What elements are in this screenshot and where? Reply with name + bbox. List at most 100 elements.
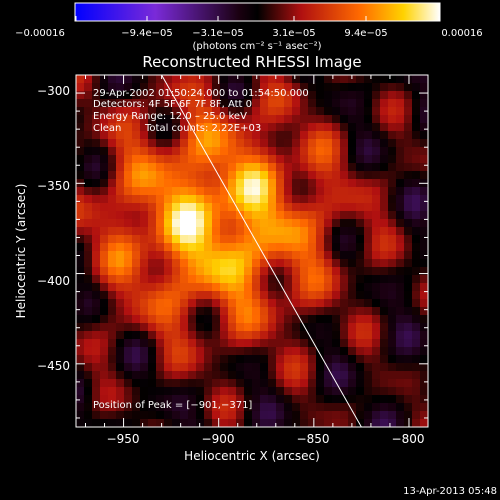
heatmap-cell xyxy=(108,307,117,316)
heatmap-cell xyxy=(316,187,325,196)
heatmap-cell xyxy=(188,187,197,196)
heatmap-cell xyxy=(340,83,349,92)
heatmap-cell xyxy=(108,147,117,156)
heatmap-cell xyxy=(148,339,157,348)
heatmap-cell xyxy=(188,139,197,148)
heatmap-cell xyxy=(348,179,357,188)
heatmap-cell xyxy=(100,211,109,220)
solar-limb-line xyxy=(161,75,362,427)
heatmap-cell xyxy=(276,363,285,372)
heatmap-cell xyxy=(316,299,325,308)
heatmap-cell xyxy=(212,219,221,228)
heatmap-cell xyxy=(244,323,253,332)
heatmap-cell xyxy=(108,219,117,228)
heatmap-cell xyxy=(236,291,245,300)
heatmap-cell xyxy=(324,83,333,92)
heatmap-cell xyxy=(236,419,245,427)
heatmap-cell xyxy=(124,219,133,228)
heatmap-cell xyxy=(244,403,253,412)
heatmap-cell xyxy=(244,107,253,116)
heatmap-cell xyxy=(116,395,125,404)
heatmap-cell xyxy=(292,267,301,276)
heatmap-cell xyxy=(356,275,365,284)
heatmap-cell xyxy=(148,75,157,84)
heatmap-cell xyxy=(140,379,149,388)
heatmap-cell xyxy=(308,147,317,156)
annotation-time-range: 29-Apr-2002 01:50:24.000 to 01:54:50.000 xyxy=(93,88,309,99)
heatmap-cell xyxy=(340,323,349,332)
heatmap-cell xyxy=(372,339,381,348)
heatmap-cell xyxy=(156,107,165,116)
heatmap-cell xyxy=(404,139,413,148)
heatmap-cell xyxy=(148,139,157,148)
heatmap-cell xyxy=(148,283,157,292)
heatmap-cell xyxy=(204,195,213,204)
heatmap-cell xyxy=(412,315,421,324)
heatmap-cell xyxy=(332,163,341,172)
heatmap-cell xyxy=(140,107,149,116)
heatmap-cell xyxy=(364,347,373,356)
heatmap-cell xyxy=(188,147,197,156)
heatmap-cell xyxy=(284,227,293,236)
heatmap-cell xyxy=(332,179,341,188)
heatmap-cell xyxy=(404,115,413,124)
heatmap-cell xyxy=(260,219,269,228)
heatmap-cell xyxy=(276,259,285,268)
heatmap-cell xyxy=(220,235,229,244)
heatmap-cell xyxy=(284,139,293,148)
heatmap-cell xyxy=(212,107,221,116)
heatmap-cell xyxy=(292,299,301,308)
heatmap-cell xyxy=(76,163,85,172)
heatmap-cell xyxy=(396,75,405,84)
x-tick-label-3: −800 xyxy=(392,432,425,446)
heatmap-cell xyxy=(308,275,317,284)
heatmap-cell xyxy=(420,139,428,148)
heatmap-cell xyxy=(100,139,109,148)
heatmap-cell xyxy=(116,99,125,108)
heatmap-cell xyxy=(116,371,125,380)
heatmap-cell xyxy=(236,363,245,372)
heatmap-cell xyxy=(364,75,373,84)
heatmap-cell xyxy=(196,219,205,228)
heatmap-cell xyxy=(164,123,173,132)
heatmap-cell xyxy=(412,339,421,348)
heatmap-cell xyxy=(388,331,397,340)
heatmap-cell xyxy=(252,211,261,220)
heatmap-cell xyxy=(228,299,237,308)
heatmap-cell xyxy=(220,387,229,396)
heatmap-cell xyxy=(92,227,101,236)
heatmap-cell xyxy=(124,299,133,308)
heatmap-cell xyxy=(252,363,261,372)
heatmap-cell xyxy=(268,379,277,388)
heatmap-cell xyxy=(276,411,285,420)
heatmap-cell xyxy=(260,163,269,172)
heatmap-cell xyxy=(172,267,181,276)
heatmap-cell xyxy=(396,291,405,300)
heatmap-cell xyxy=(84,403,93,412)
heatmap-cell xyxy=(372,187,381,196)
heatmap-cell xyxy=(412,83,421,92)
heatmap-cell xyxy=(172,275,181,284)
heatmap-cell xyxy=(244,123,253,132)
heatmap-cell xyxy=(284,91,293,100)
heatmap-cell xyxy=(92,155,101,164)
heatmap-cell xyxy=(356,251,365,260)
heatmap-cell xyxy=(396,107,405,116)
heatmap-cell xyxy=(372,307,381,316)
heatmap-cell xyxy=(164,395,173,404)
heatmap-cell xyxy=(324,395,333,404)
heatmap-cell xyxy=(348,291,357,300)
heatmap-cell xyxy=(388,83,397,92)
heatmap-cell xyxy=(140,83,149,92)
heatmap-cell xyxy=(116,187,125,196)
heatmap-cell xyxy=(316,91,325,100)
heatmap-cell xyxy=(100,123,109,132)
heatmap-cell xyxy=(76,339,85,348)
heatmap-cell xyxy=(356,315,365,324)
heatmap-cell xyxy=(76,403,85,412)
heatmap-cell xyxy=(156,147,165,156)
heatmap-cell xyxy=(324,323,333,332)
heatmap-cell xyxy=(380,331,389,340)
heatmap-cell xyxy=(308,211,317,220)
heatmap-cell xyxy=(380,163,389,172)
